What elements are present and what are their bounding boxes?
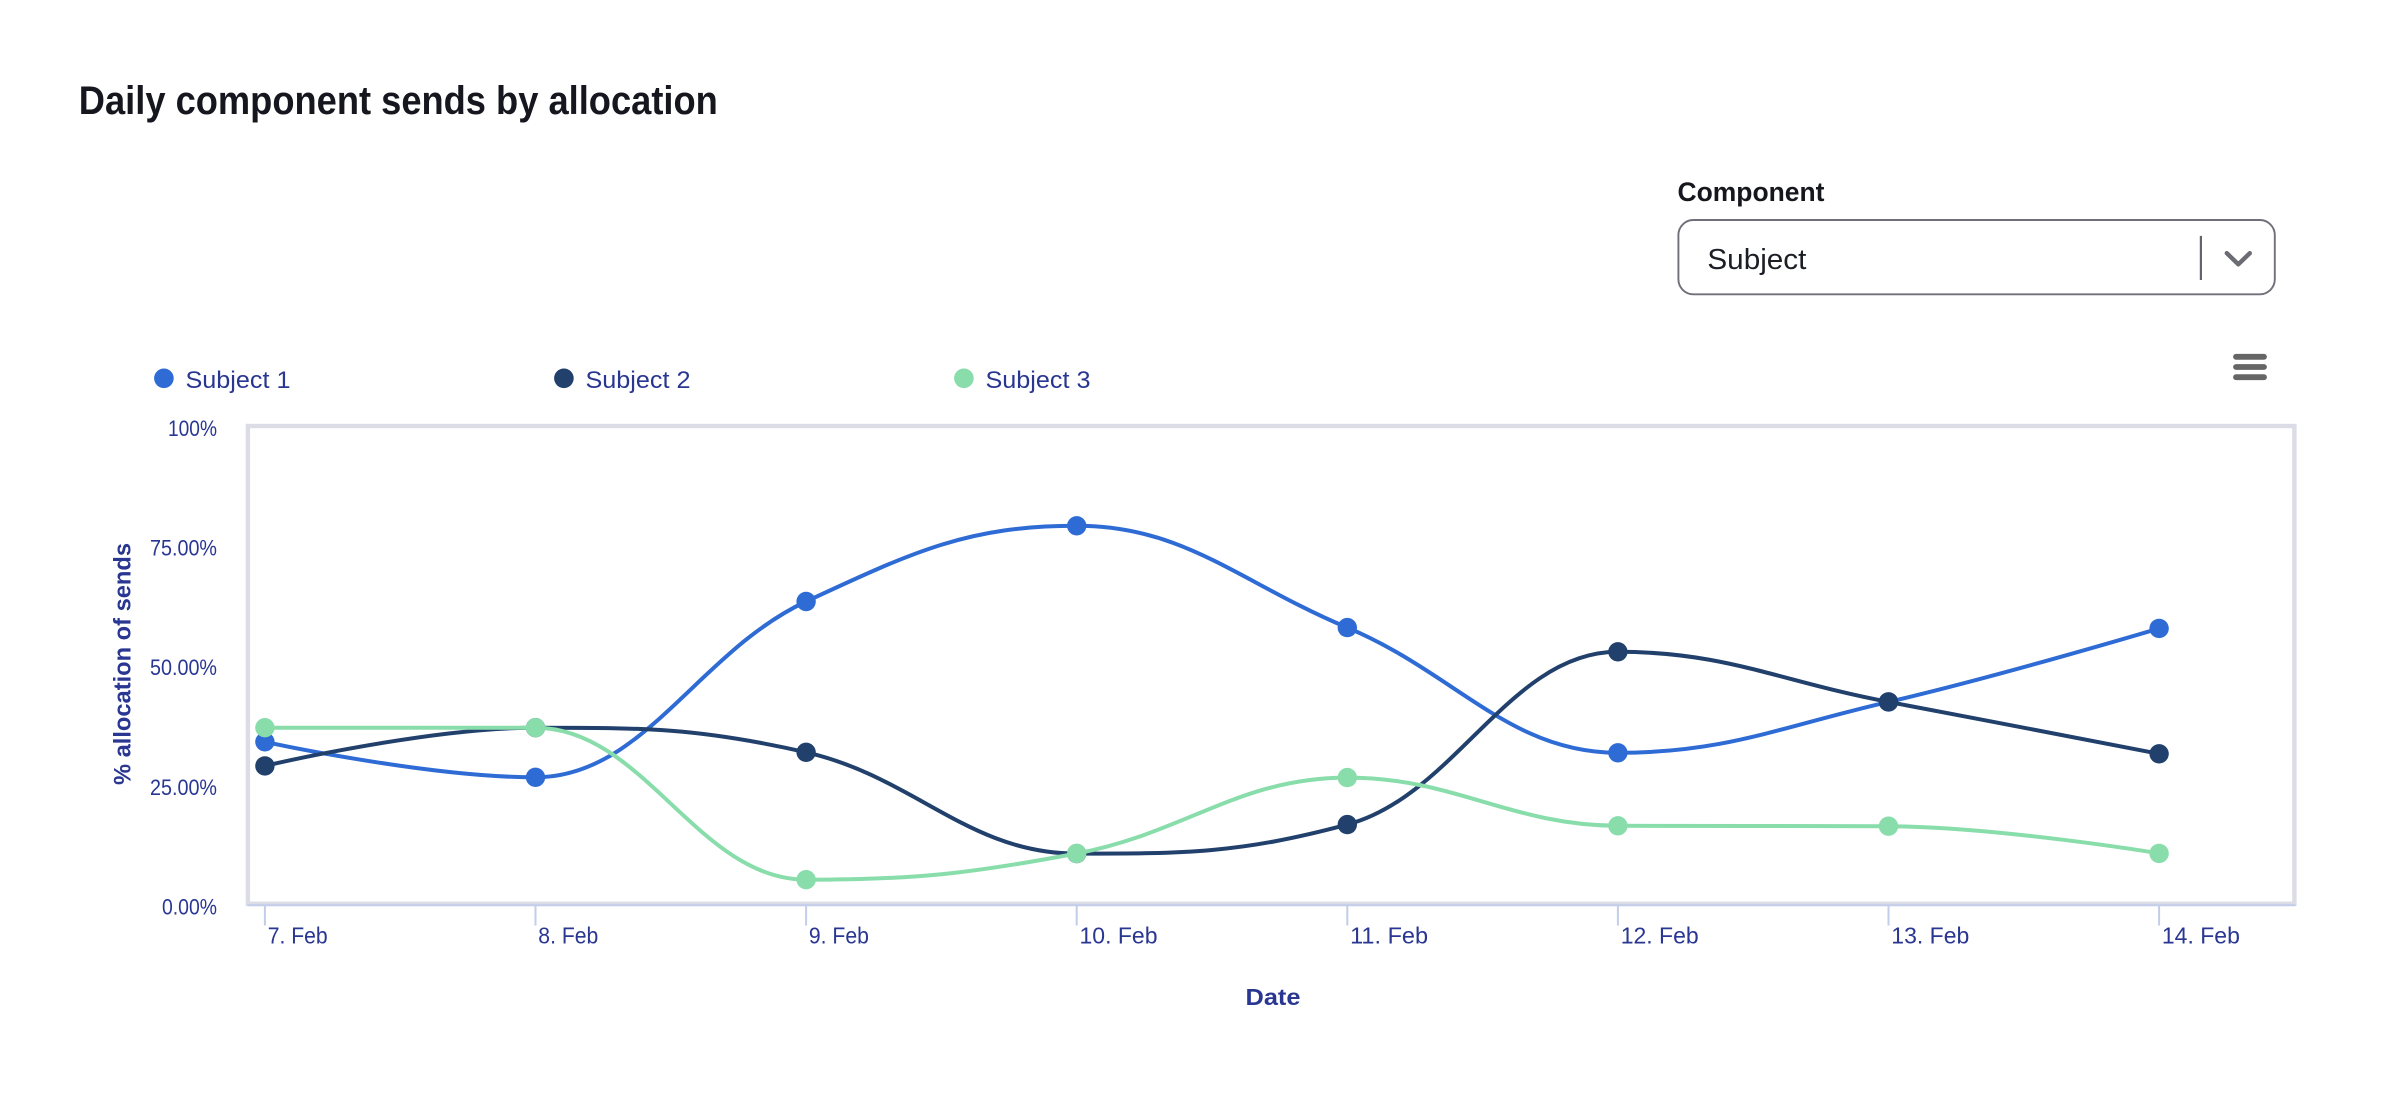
svg-text:0.00%: 0.00% — [162, 895, 217, 920]
svg-text:Subject 1: Subject 1 — [186, 367, 291, 394]
svg-text:Date: Date — [1246, 984, 1301, 1010]
svg-text:25.00%: 25.00% — [150, 775, 217, 800]
svg-text:Subject 2: Subject 2 — [586, 367, 691, 394]
svg-text:Subject 3: Subject 3 — [986, 367, 1091, 394]
svg-text:10. Feb: 10. Feb — [1080, 922, 1158, 948]
svg-text:50.00%: 50.00% — [150, 655, 217, 680]
svg-text:13. Feb: 13. Feb — [1891, 922, 1969, 948]
svg-text:14. Feb: 14. Feb — [2162, 922, 2240, 948]
svg-text:% allocation of sends: % allocation of sends — [110, 543, 137, 785]
svg-text:12. Feb: 12. Feb — [1621, 922, 1699, 948]
svg-text:9. Feb: 9. Feb — [809, 922, 869, 948]
svg-text:7. Feb: 7. Feb — [268, 922, 328, 948]
svg-text:100%: 100% — [168, 416, 217, 441]
svg-text:75.00%: 75.00% — [150, 535, 217, 560]
svg-text:Component: Component — [1678, 177, 1825, 207]
svg-text:Daily component sends by alloc: Daily component sends by allocation — [79, 79, 718, 123]
svg-text:8. Feb: 8. Feb — [538, 922, 598, 948]
svg-text:Subject: Subject — [1707, 244, 1806, 276]
svg-text:11. Feb: 11. Feb — [1350, 922, 1428, 948]
